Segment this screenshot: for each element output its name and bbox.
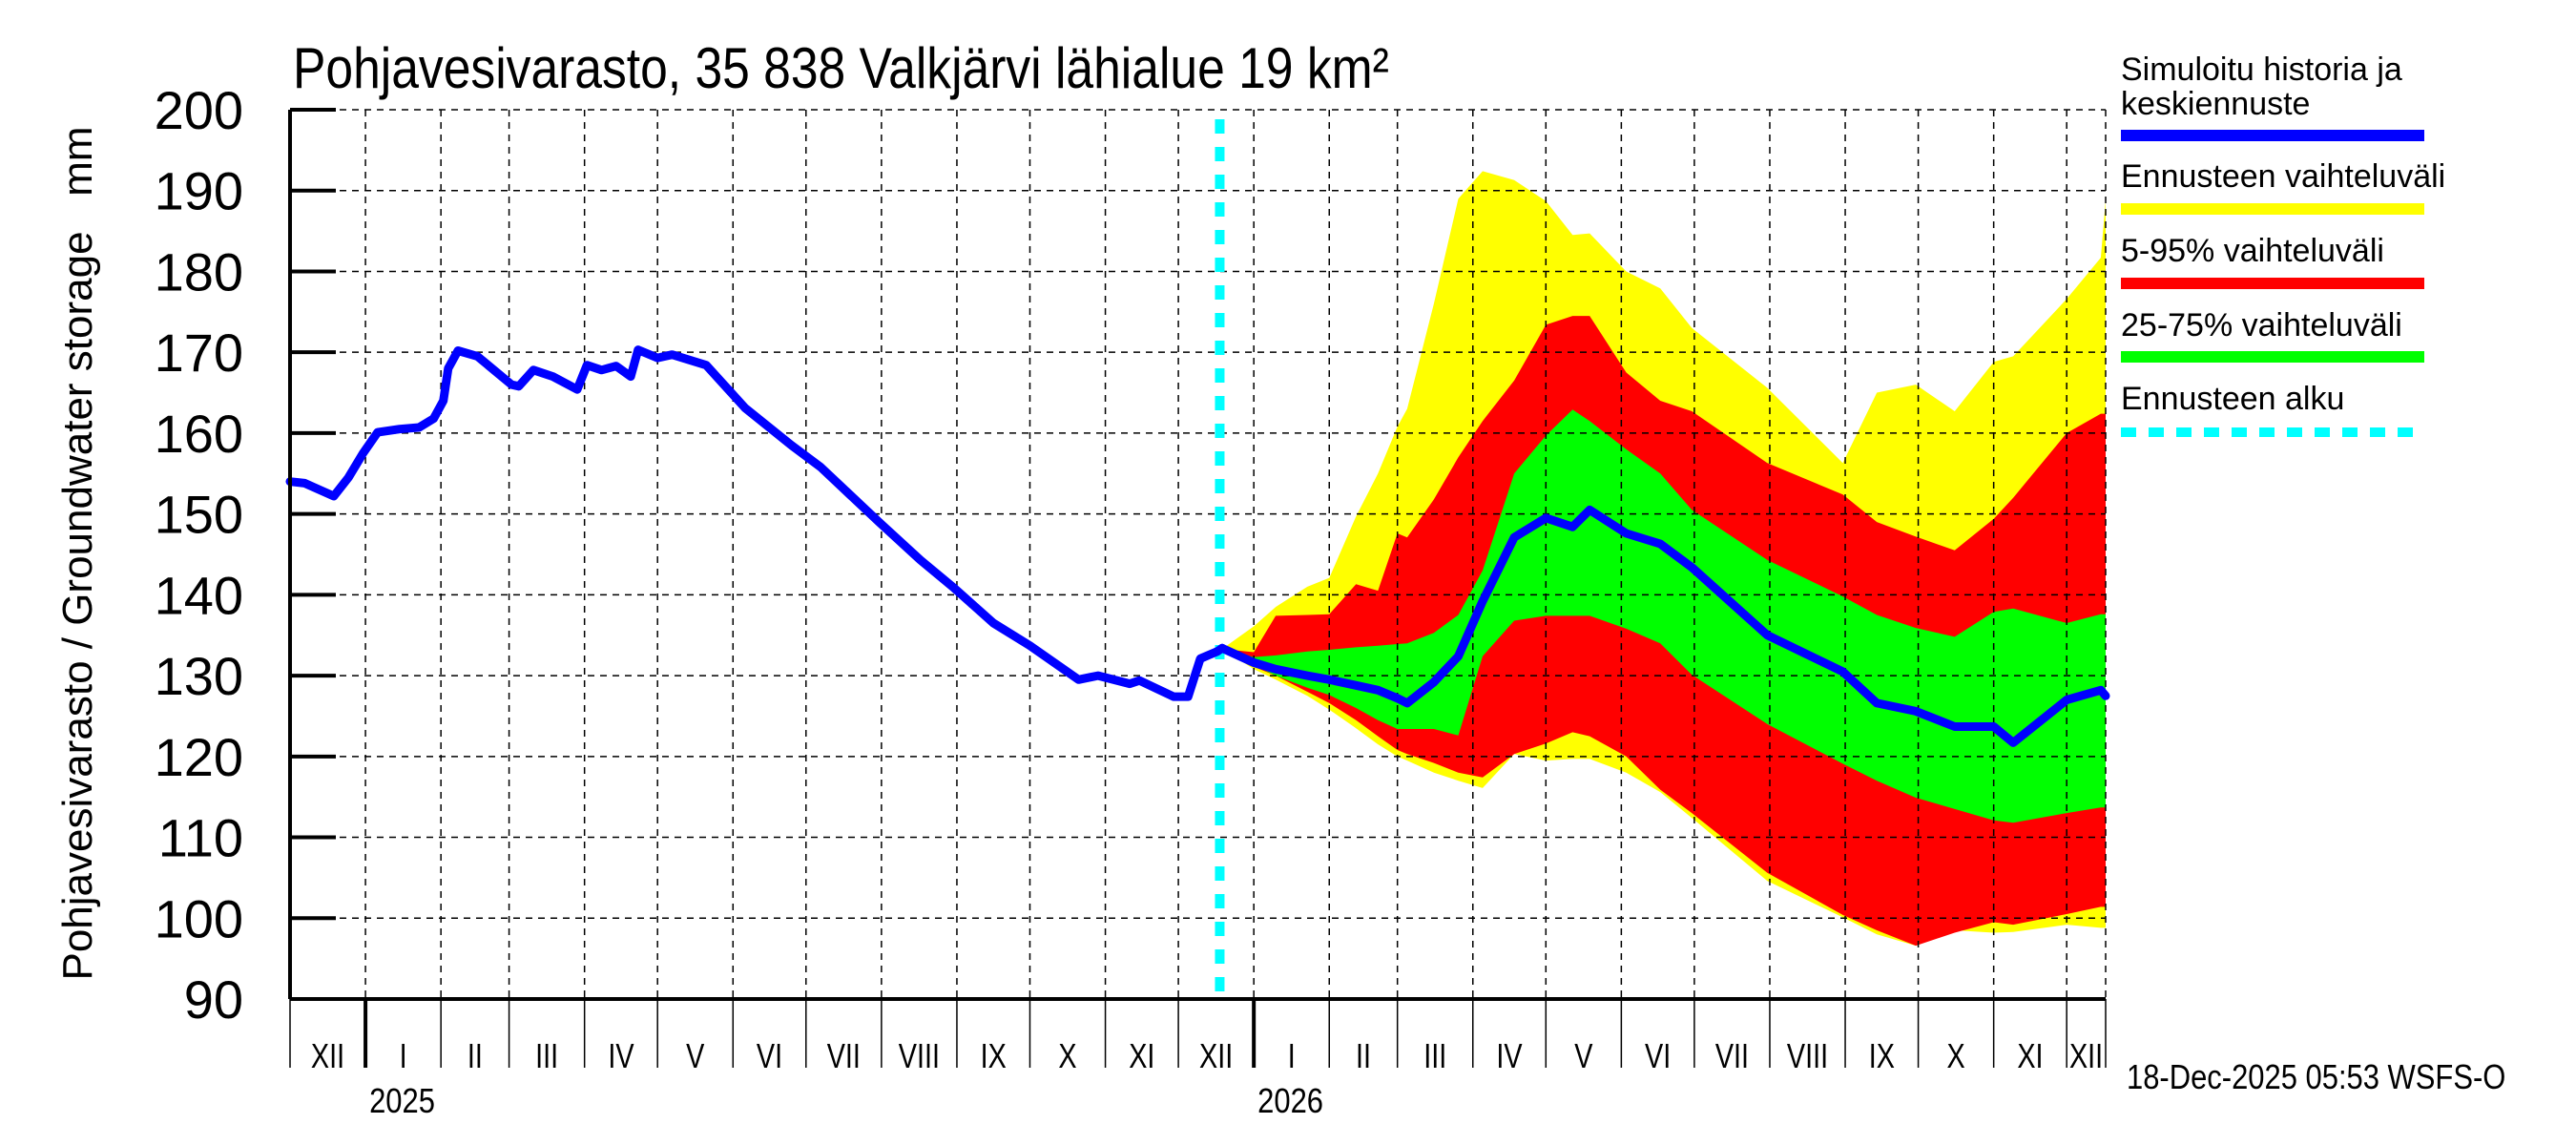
month-label: IX (981, 1036, 1007, 1075)
month-label: XI (1129, 1036, 1154, 1075)
month-label: V (1574, 1036, 1592, 1075)
y-tick-label: 170 (155, 323, 243, 383)
y-tick-labels: 90 100 110 120 130 140 150 160 170 180 190 200 (155, 80, 243, 1030)
band-25-75 (1222, 409, 2106, 823)
legend-label: 5-95% vaihteluväli (2121, 233, 2384, 269)
month-label: VI (1645, 1036, 1671, 1075)
month-label: X (1058, 1036, 1076, 1075)
legend-item: 25-75% vaihteluväli (2121, 307, 2424, 363)
month-label: VII (827, 1036, 861, 1075)
month-label: II (1356, 1036, 1371, 1075)
legend-label: Simuloitu historia ja (2121, 52, 2402, 88)
month-label: XII (1199, 1036, 1233, 1075)
month-label: VI (757, 1036, 782, 1075)
timestamp-footer: 18-Dec-2025 05:53 WSFS-O (2127, 1059, 2505, 1097)
month-label: I (1288, 1036, 1296, 1075)
y-tick-label: 90 (184, 969, 243, 1030)
month-label: IV (1496, 1036, 1522, 1075)
legend-item: Ennusteen vaihteluväli (2121, 158, 2445, 215)
year-label: 2025 (369, 1083, 435, 1121)
axes (288, 108, 2107, 1068)
month-label: VII (1715, 1036, 1749, 1075)
y-tick-label: 130 (155, 646, 243, 706)
month-label: I (400, 1036, 407, 1075)
month-label: XII (2069, 1036, 2103, 1075)
legend-label: Ennusteen vaihteluväli (2121, 158, 2445, 195)
month-label: VIII (899, 1036, 940, 1075)
y-tick-label: 190 (155, 161, 243, 221)
y-tick-label: 180 (155, 241, 243, 302)
y-tick-label: 100 (155, 888, 243, 948)
month-label: XII (311, 1036, 344, 1075)
month-label: III (1423, 1036, 1446, 1075)
chart-title: Pohjavesivarasto, 35 838 Valkjärvi lähia… (293, 35, 1389, 100)
y-tick-label: 110 (158, 808, 243, 868)
legend-label: keskiennuste (2121, 86, 2310, 122)
y-tick-label: 150 (155, 485, 243, 545)
month-label: II (467, 1036, 483, 1075)
month-label: IX (1869, 1036, 1895, 1075)
series-lines (285, 119, 2110, 999)
y-tick-label: 160 (155, 404, 243, 464)
y-tick-label: 120 (155, 727, 243, 787)
forecast-bands (1222, 171, 2106, 947)
y-tick-label: 200 (155, 80, 243, 140)
legend-label: 25-75% vaihteluväli (2121, 307, 2402, 344)
median-forecast-line (1217, 505, 2110, 747)
legend-item: 5-95% vaihteluväli (2121, 233, 2424, 289)
x-tick-labels: XII I II III IV V VI VII VIII IX X XI XII I II III IV V VI… (311, 1036, 2103, 1121)
y-axis-label: Pohjavesivarasto / Groundwater storage m… (54, 126, 101, 980)
history-line (285, 345, 1227, 701)
month-label: IV (608, 1036, 634, 1075)
month-label: XI (2017, 1036, 2043, 1075)
y-tick-label: 140 (155, 565, 243, 625)
month-label: III (535, 1036, 558, 1075)
year-label: 2026 (1257, 1083, 1323, 1121)
month-label: X (1947, 1036, 1965, 1075)
month-label: V (686, 1036, 704, 1075)
month-label: VIII (1787, 1036, 1828, 1075)
legend-label: Ennusteen alku (2121, 381, 2344, 417)
legend-item: Ennusteen alku (2121, 381, 2424, 437)
